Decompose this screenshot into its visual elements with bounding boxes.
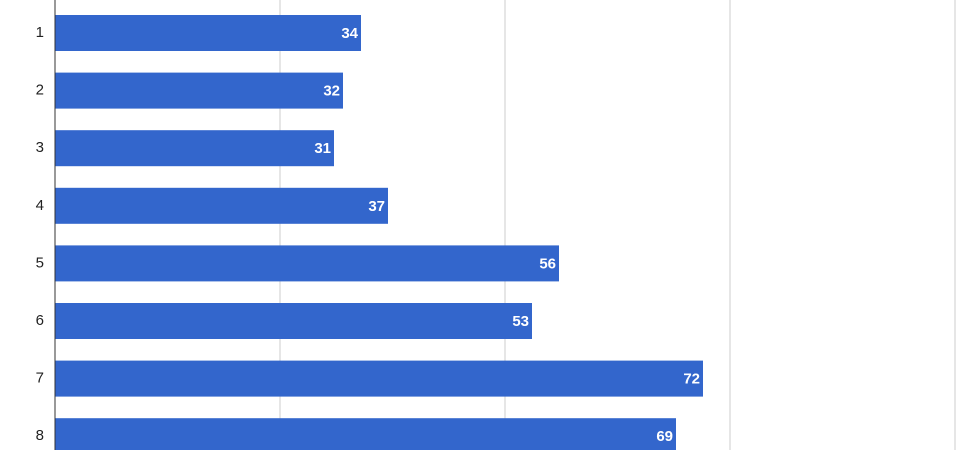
y-tick-label: 4 (36, 197, 44, 214)
bar (55, 15, 361, 51)
bar (55, 360, 703, 397)
y-tick-label: 3 (36, 139, 44, 156)
data-label: 69 (656, 428, 673, 445)
bar (55, 245, 559, 282)
bar (55, 72, 343, 109)
data-label: 31 (314, 140, 331, 157)
y-tick-label: 2 (36, 82, 44, 99)
data-label: 53 (512, 313, 529, 330)
y-tick-label: 7 (36, 370, 44, 387)
bar (55, 303, 532, 339)
data-label: 34 (341, 25, 358, 42)
y-tick-label: 8 (36, 427, 44, 444)
bar (55, 187, 388, 224)
data-label: 72 (683, 371, 700, 388)
y-tick-label: 1 (36, 24, 44, 41)
y-tick-label: 5 (36, 254, 44, 271)
data-label: 37 (368, 198, 385, 215)
bar (55, 130, 334, 167)
data-label: 56 (539, 255, 556, 272)
y-tick-label: 6 (36, 312, 44, 329)
bar (55, 418, 676, 450)
data-label: 32 (323, 83, 340, 100)
